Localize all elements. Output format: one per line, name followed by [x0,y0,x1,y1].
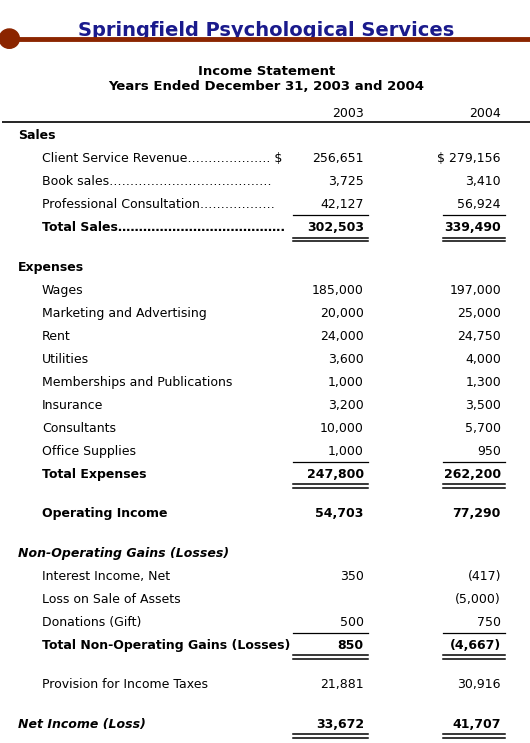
Text: 1,000: 1,000 [328,445,364,458]
Text: 42,127: 42,127 [320,198,364,211]
Text: 2003: 2003 [332,107,364,120]
Text: Insurance: Insurance [42,399,103,412]
Text: Total Sales………………………………….: Total Sales…………………………………. [42,221,285,234]
Text: 5,700: 5,700 [465,422,501,435]
Text: 247,800: 247,800 [307,468,364,481]
Text: 3,410: 3,410 [465,175,501,188]
Text: Book sales…………………………………: Book sales………………………………… [42,175,272,188]
Text: 750: 750 [477,616,501,629]
Text: Professional Consultation………………: Professional Consultation……………… [42,198,275,211]
Text: Wages: Wages [42,284,84,296]
Text: 54,703: 54,703 [315,507,364,520]
Text: $ 279,156: $ 279,156 [437,152,501,165]
Text: 3,500: 3,500 [465,399,501,412]
Text: 41,707: 41,707 [453,718,501,730]
Text: Springfield Psychological Services: Springfield Psychological Services [78,21,454,40]
Text: 850: 850 [338,639,364,652]
Text: 1,300: 1,300 [465,376,501,389]
Text: 350: 350 [340,570,364,583]
Text: Office Supplies: Office Supplies [42,445,136,458]
Text: Interest Income, Net: Interest Income, Net [42,570,170,583]
Text: Rent: Rent [42,330,71,343]
Text: Sales: Sales [19,129,56,142]
Text: 185,000: 185,000 [312,284,364,296]
Text: 3,725: 3,725 [328,175,364,188]
Text: Utilities: Utilities [42,353,89,366]
Text: 262,200: 262,200 [444,468,501,481]
Text: Client Service Revenue……………….. $: Client Service Revenue……………….. $ [42,152,282,165]
Text: 1,000: 1,000 [328,376,364,389]
Text: 950: 950 [477,445,501,458]
Text: 10,000: 10,000 [320,422,364,435]
Text: 24,000: 24,000 [320,330,364,343]
Text: 77,290: 77,290 [453,507,501,520]
Text: Marketing and Advertising: Marketing and Advertising [42,307,207,319]
Text: Net Income (Loss): Net Income (Loss) [19,718,146,730]
Text: (4,667): (4,667) [450,639,501,652]
Text: Total Non-Operating Gains (Losses): Total Non-Operating Gains (Losses) [42,639,290,652]
Ellipse shape [0,29,20,48]
Text: Operating Income: Operating Income [42,507,167,520]
Text: Non-Operating Gains (Losses): Non-Operating Gains (Losses) [19,547,229,559]
Text: 25,000: 25,000 [457,307,501,319]
Text: Provision for Income Taxes: Provision for Income Taxes [42,678,208,691]
Text: 339,490: 339,490 [444,221,501,234]
Text: 20,000: 20,000 [320,307,364,319]
Text: Income Statement: Income Statement [198,65,335,78]
Text: 500: 500 [340,616,364,629]
Text: Consultants: Consultants [42,422,116,435]
Text: 4,000: 4,000 [465,353,501,366]
Text: Expenses: Expenses [19,261,84,273]
Text: Loss on Sale of Assets: Loss on Sale of Assets [42,593,181,606]
Text: Years Ended December 31, 2003 and 2004: Years Ended December 31, 2003 and 2004 [108,80,424,92]
Text: 3,600: 3,600 [328,353,364,366]
Text: Memberships and Publications: Memberships and Publications [42,376,232,389]
Text: 33,672: 33,672 [316,718,364,730]
Text: 3,200: 3,200 [328,399,364,412]
Text: 302,503: 302,503 [307,221,364,234]
Text: 21,881: 21,881 [320,678,364,691]
Text: 2004: 2004 [469,107,501,120]
Text: Total Expenses: Total Expenses [42,468,146,481]
Text: (5,000): (5,000) [455,593,501,606]
Text: 24,750: 24,750 [457,330,501,343]
Text: (417): (417) [467,570,501,583]
Text: Donations (Gift): Donations (Gift) [42,616,142,629]
Text: 30,916: 30,916 [457,678,501,691]
Text: 56,924: 56,924 [457,198,501,211]
Text: 256,651: 256,651 [312,152,364,165]
Text: 197,000: 197,000 [449,284,501,296]
